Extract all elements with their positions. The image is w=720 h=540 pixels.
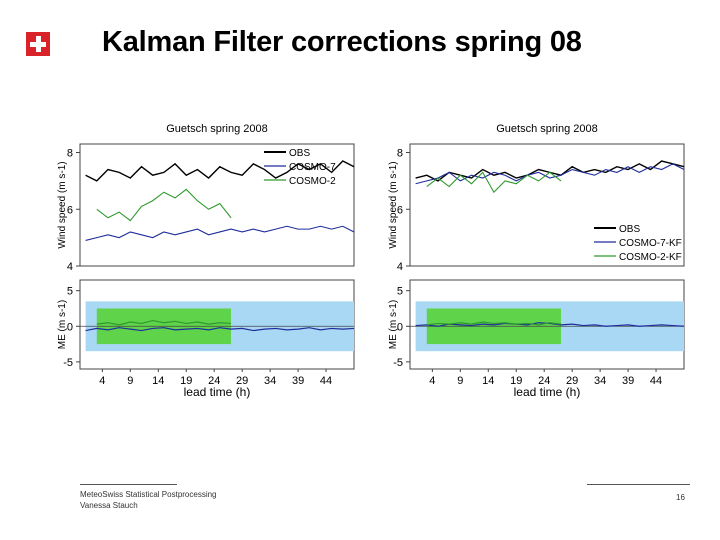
chart-left-lower-ytick-label: 0 [67, 321, 73, 333]
chart-left-series-obs [85, 160, 355, 182]
chart-left-xtick-label: 29 [236, 375, 248, 387]
chart-left-upper-frame [79, 143, 355, 267]
chart-left-xtick-label: 44 [320, 375, 332, 387]
chart-left-xtick-label: 24 [208, 375, 220, 387]
chart-left-xtick-label: 19 [180, 375, 192, 387]
chart-right-xtick-label: 14 [482, 375, 494, 387]
chart-right-me-cosmo-2-kf [426, 321, 562, 326]
chart-left-lower-ytick-label: -5 [63, 357, 73, 369]
chart-left-upper-ylabel: Wind speed (m s-1) [57, 161, 68, 248]
chart-right-upper-ytick-label: 4 [397, 261, 403, 273]
chart-right-xtick-label: 19 [510, 375, 522, 387]
chart-left-lower-ytick-label: 5 [67, 286, 73, 298]
chart-left-upper-ytick-label: 4 [67, 261, 73, 273]
chart-right-upper-ytick-label: 8 [397, 148, 403, 160]
chart-right-xtick-label: 34 [594, 375, 606, 387]
chart-left-xtick-label: 14 [152, 375, 164, 387]
chart-right-xtick-label: 4 [429, 375, 435, 387]
chart-right-lower-ytick-label: 0 [397, 321, 403, 333]
chart-right-lower-ytick-label: 5 [397, 286, 403, 298]
chart-left-xtick-label: 9 [127, 375, 133, 387]
chart-right-series-cosmo-2-kf [426, 171, 562, 194]
chart-left-title: Guetsch spring 2008 [166, 123, 268, 135]
footer-divider-left [80, 484, 177, 485]
chart-right-series-cosmo-7-kf [415, 163, 685, 185]
chart-right-xtick-label: 29 [566, 375, 578, 387]
chart-left-xtick-label: 34 [264, 375, 276, 387]
chart-right-upper-frame [409, 143, 685, 267]
chart-right-lower-ylabel: ME (m s-1) [388, 300, 399, 349]
chart-left-upper-ytick-label: 8 [67, 148, 73, 160]
chart-left-lower-ylabel: ME (m s-1) [57, 300, 68, 349]
chart-right-xtick-label: 24 [538, 375, 550, 387]
chart-right-legend-label: COSMO-2-KF [619, 252, 682, 263]
chart-right-legend-label: COSMO-7-KF [619, 238, 682, 249]
chart-right-xtick-label: 39 [622, 375, 634, 387]
chart-right-lower-ytick-label: -5 [393, 357, 403, 369]
chart-left-xlabel: lead time (h) [184, 385, 251, 399]
chart-left-me-cosmo-7 [85, 327, 355, 332]
chart-right-xlabel: lead time (h) [514, 385, 581, 399]
chart-right-legend-label: OBS [619, 224, 640, 235]
page-number: 16 [676, 493, 685, 502]
chart-left-series-cosmo-7 [85, 225, 355, 241]
chart-left-me-cosmo-2 [96, 319, 232, 326]
chart-right-upper-ytick-label: 6 [397, 204, 403, 216]
chart-left-legend-label: COSMO-7 [289, 162, 336, 173]
chart-left-legend-label: OBS [289, 148, 310, 159]
chart-left-xtick-label: 4 [99, 375, 105, 387]
chart-left-legend-label: COSMO-2 [289, 176, 336, 187]
chart-left-xtick-label: 39 [292, 375, 304, 387]
slide-title: Kalman Filter corrections spring 08 [102, 26, 582, 58]
chart-left-series-cosmo-2 [96, 188, 232, 222]
chart-left-upper-ytick-label: 6 [67, 204, 73, 216]
footer-author: Vanessa Stauch [80, 501, 138, 510]
chart-right-upper-ylabel: Wind speed (m s-1) [388, 161, 399, 248]
chart-right-title: Guetsch spring 2008 [496, 123, 598, 135]
footer-org: MeteoSwiss Statistical Postprocessing [80, 490, 217, 499]
footer-divider-right [587, 484, 690, 485]
chart-right-xtick-label: 9 [457, 375, 463, 387]
swiss-cross-logo [26, 32, 50, 56]
chart-right-me-cosmo-7-kf [415, 322, 685, 327]
chart-right-xtick-label: 44 [650, 375, 662, 387]
